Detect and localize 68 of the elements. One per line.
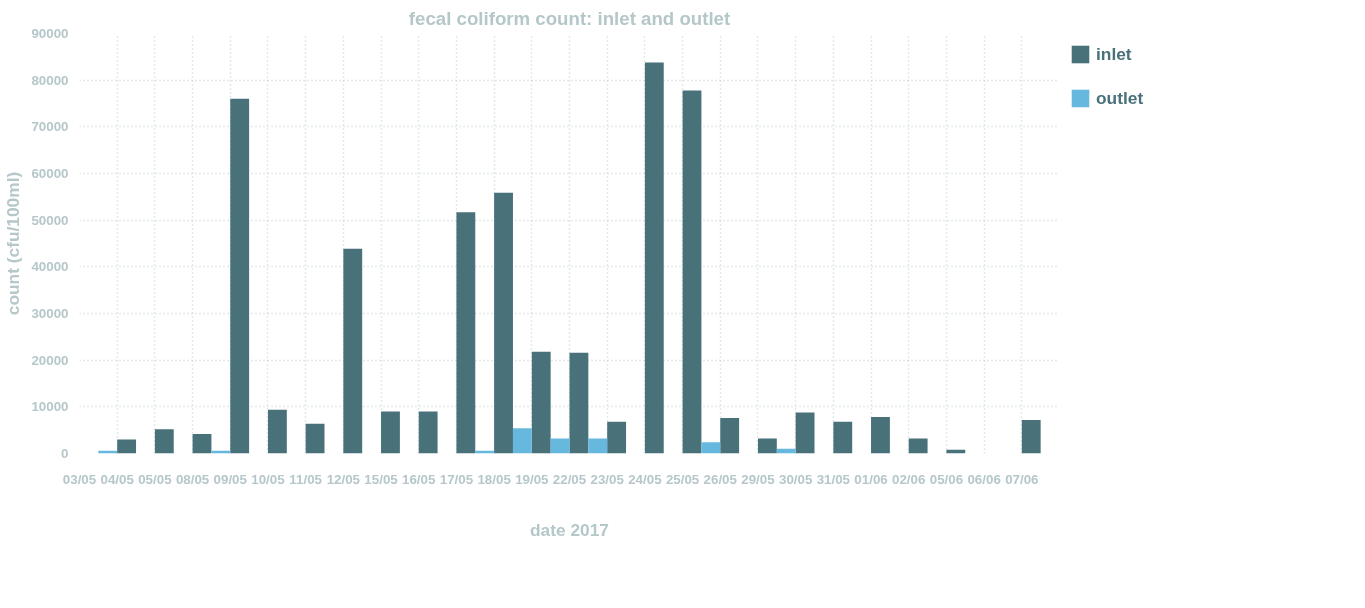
bar [494,192,513,454]
x-tick-label: 19/05 [515,471,550,487]
bar [644,62,664,454]
x-tick-label: 12/05 [326,471,361,487]
x-tick-label: 22/05 [552,471,587,487]
bar [192,433,212,454]
x-tick-label: 10/05 [251,471,286,487]
y-tick-label: 0 [61,446,69,461]
bar [871,417,890,454]
x-tick-label: 23/05 [590,471,625,487]
y-tick-label: 90000 [31,26,69,41]
bar [588,438,608,454]
x-tick-label: 11/05 [289,471,323,487]
bar [230,98,250,454]
x-tick-label: 01/06 [854,471,888,487]
x-tick-label: 05/06 [929,471,964,487]
x-tick-label: 31/05 [816,471,851,487]
x-tick-label: 26/05 [703,471,738,487]
bar [117,439,137,454]
bar [267,409,287,454]
y-tick-label: 70000 [31,119,69,135]
x-tick-label: 06/06 [967,471,1001,487]
bar [795,412,815,454]
x-tick-label: 07/06 [1005,471,1039,487]
legend-label: inlet [1096,43,1132,65]
bar [757,438,777,454]
y-axis-title: count (cfu/100ml) [3,171,24,316]
bar [154,429,174,454]
x-tick-label: 18/05 [477,471,512,487]
y-tick-label: 60000 [31,166,69,181]
bar [418,411,438,454]
x-tick-label: 04/05 [100,471,135,487]
y-tick-label: 20000 [31,352,69,368]
y-tick-label: 40000 [31,259,69,275]
x-tick-label: 17/05 [439,471,474,487]
bar [908,438,928,454]
bar [833,421,853,454]
x-tick-label: 03/05 [62,471,97,487]
y-tick-label: 80000 [31,72,69,88]
x-axis-title: date 2017 [530,519,609,540]
x-tick-label: 09/05 [213,471,248,487]
bar [701,442,721,454]
bar [456,212,476,454]
legend-label: outlet [1096,87,1144,109]
x-tick-label: 05/05 [138,471,173,487]
y-tick-label: 10000 [31,399,69,415]
bar [550,438,570,454]
x-tick-label: 16/05 [402,471,436,487]
bar [682,90,702,454]
bar [569,352,589,454]
x-tick-label: 08/05 [175,471,210,487]
x-tick-label: 15/05 [364,471,399,487]
bar [720,418,740,454]
y-tick-label: 30000 [31,306,69,321]
bar [381,411,400,454]
y-tick-label: 50000 [31,212,69,228]
bar [531,351,551,454]
bar [305,423,325,454]
x-tick-label: 29/05 [741,471,776,487]
bar [343,248,363,454]
bar [1021,419,1041,454]
chart-title: fecal coliform count: inlet and outlet [408,7,731,29]
x-tick-label: 30/05 [778,471,813,487]
x-tick-label: 02/06 [892,471,926,487]
bar [512,428,532,454]
bar [607,421,627,454]
x-tick-label: 25/05 [665,471,700,487]
x-tick-label: 24/05 [628,471,663,487]
